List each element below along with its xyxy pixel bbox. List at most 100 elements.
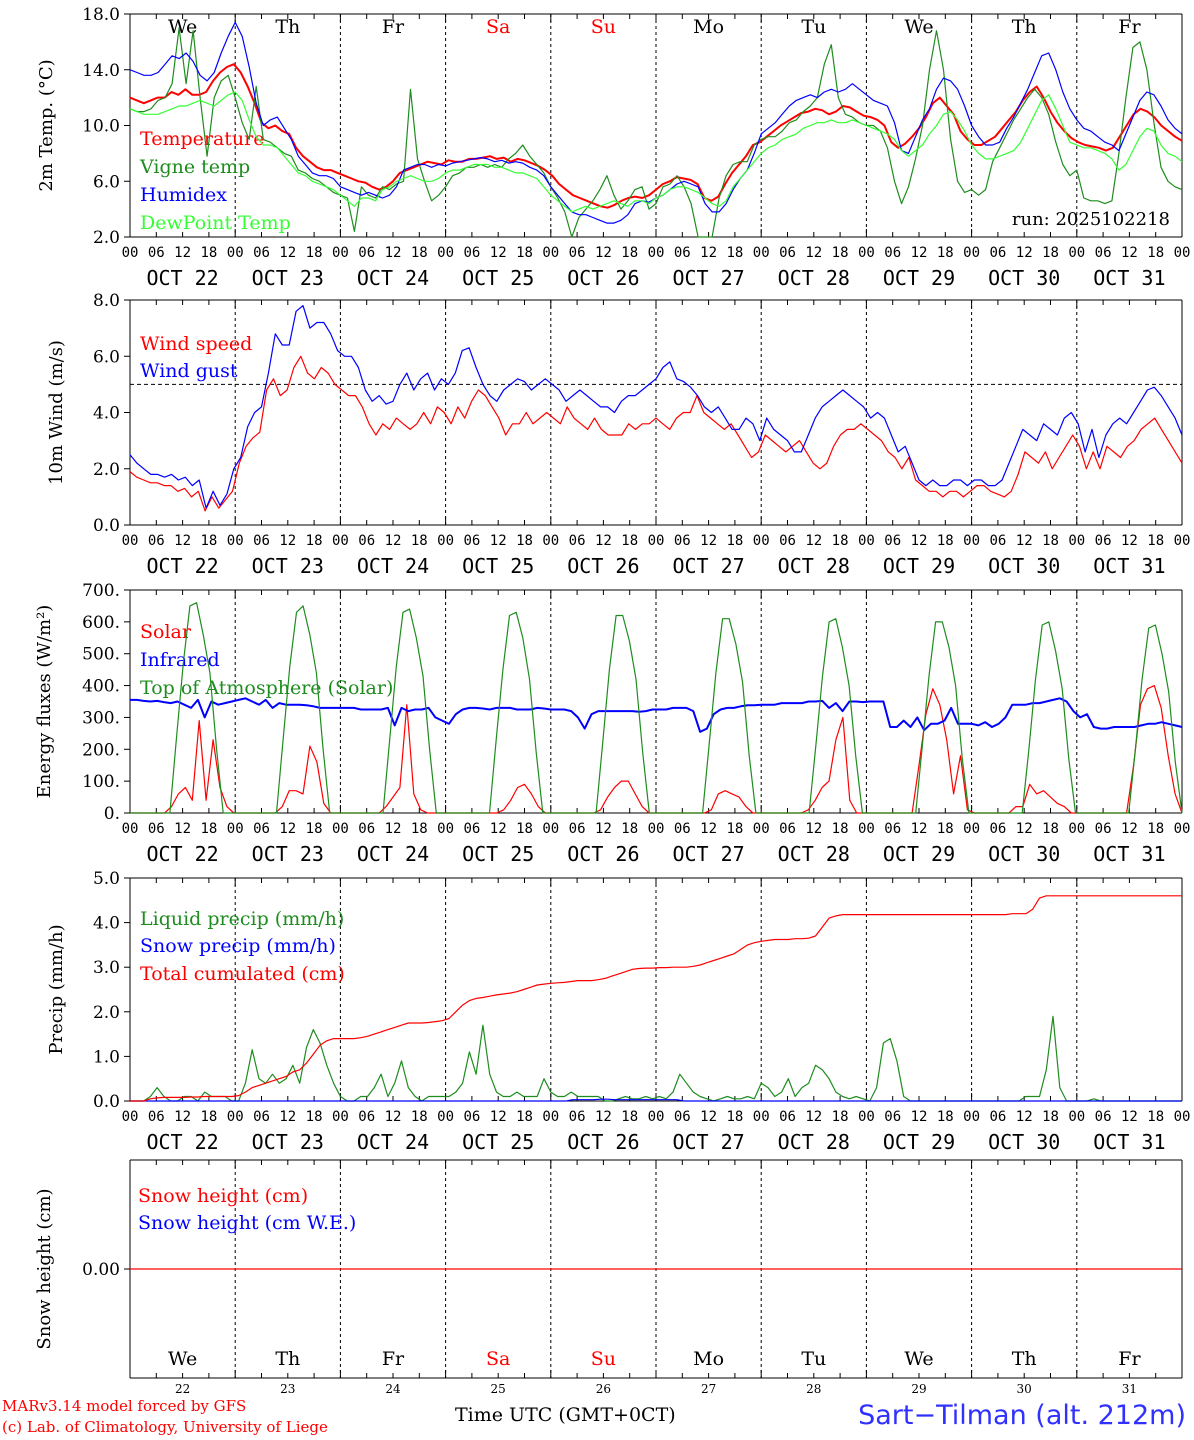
hour-tick-label: 12 bbox=[279, 1109, 296, 1125]
legend-entry: Snow height (cm) bbox=[138, 1185, 308, 1207]
hour-tick-label: 00 bbox=[332, 533, 349, 549]
y-tick-label: 4.0 bbox=[93, 914, 120, 934]
legend-entry: Snow height (cm W.E.) bbox=[138, 1212, 356, 1234]
hour-tick-label: 18 bbox=[306, 533, 323, 549]
hour-tick-label: 06 bbox=[674, 533, 691, 549]
hour-tick-label: 06 bbox=[884, 245, 901, 261]
date-label: OCT 27 bbox=[672, 554, 744, 578]
hour-tick-label: 18 bbox=[621, 533, 638, 549]
hour-tick-label: 06 bbox=[358, 533, 375, 549]
hour-tick-label: 00 bbox=[963, 245, 980, 261]
hour-tick-label: 00 bbox=[858, 821, 875, 837]
hour-tick-label: 18 bbox=[832, 245, 849, 261]
hour-tick-label: 06 bbox=[884, 533, 901, 549]
hour-tick-label: 12 bbox=[174, 821, 191, 837]
date-label: OCT 28 bbox=[778, 842, 850, 866]
hour-tick-label: 00 bbox=[1174, 1109, 1191, 1125]
y-tick-label: 2.0 bbox=[93, 460, 120, 480]
hour-tick-label: 18 bbox=[516, 1109, 533, 1125]
hour-tick-label: 06 bbox=[253, 821, 270, 837]
hour-tick-label: 12 bbox=[174, 245, 191, 261]
hour-tick-label: 00 bbox=[753, 245, 770, 261]
hour-tick-label: 18 bbox=[411, 821, 428, 837]
legend-entry: Solar bbox=[140, 621, 192, 643]
legend-entry: Snow precip (mm/h) bbox=[140, 935, 336, 957]
y-tick-label: 8.0 bbox=[93, 291, 120, 311]
legend-entry: Wind speed bbox=[140, 333, 252, 355]
hour-tick-label: 12 bbox=[595, 821, 612, 837]
weekday-label: Th bbox=[275, 1348, 300, 1370]
weekday-label: Th bbox=[1012, 1348, 1037, 1370]
hour-tick-label: 18 bbox=[516, 533, 533, 549]
series-line-temperature bbox=[129, 63, 1183, 209]
hour-tick-label: 12 bbox=[490, 821, 507, 837]
date-label: OCT 29 bbox=[883, 266, 955, 290]
weekday-label: Fr bbox=[1118, 1348, 1141, 1370]
weekday-label: Su bbox=[591, 16, 616, 38]
hour-tick-label: 06 bbox=[884, 1109, 901, 1125]
date-label: OCT 28 bbox=[778, 1130, 850, 1154]
weekday-label: We bbox=[904, 16, 933, 38]
series-line-dewpoint-temp bbox=[129, 91, 1183, 213]
hour-tick-label: 12 bbox=[1016, 1109, 1033, 1125]
hour-tick-label: 18 bbox=[200, 533, 217, 549]
legend-entry: Liquid precip (mm/h) bbox=[140, 908, 344, 930]
legend-entry: Total cumulated (cm) bbox=[140, 963, 345, 985]
y-tick-label: 400. bbox=[82, 677, 120, 697]
hour-tick-label: 12 bbox=[174, 533, 191, 549]
hour-tick-label: 00 bbox=[542, 821, 559, 837]
hour-tick-label: 00 bbox=[1174, 821, 1191, 837]
y-tick-label: 300. bbox=[82, 708, 120, 728]
y-tick-label: 2.0 bbox=[93, 228, 120, 248]
hour-tick-label: 00 bbox=[542, 245, 559, 261]
y-tick-label: 2.0 bbox=[93, 1003, 120, 1023]
day-number-label: 24 bbox=[385, 1382, 401, 1396]
legend-entry: Vigne temp bbox=[139, 156, 250, 178]
hour-tick-label: 06 bbox=[674, 821, 691, 837]
hour-tick-label: 18 bbox=[937, 821, 954, 837]
legend-entry: Temperature bbox=[140, 128, 264, 150]
hour-tick-label: 00 bbox=[332, 821, 349, 837]
hour-tick-label: 06 bbox=[779, 1109, 796, 1125]
hour-tick-label: 00 bbox=[332, 1109, 349, 1125]
date-label: OCT 27 bbox=[672, 1130, 744, 1154]
hour-tick-label: 00 bbox=[437, 1109, 454, 1125]
weekday-label: Th bbox=[1012, 16, 1037, 38]
hour-tick-label: 06 bbox=[989, 245, 1006, 261]
hour-tick-label: 00 bbox=[542, 533, 559, 549]
hour-tick-label: 18 bbox=[1147, 533, 1164, 549]
hour-tick-label: 00 bbox=[648, 533, 665, 549]
hour-tick-label: 12 bbox=[279, 821, 296, 837]
y-tick-label: 0. bbox=[104, 804, 120, 824]
series-line-top-of-atmosphere-solar- bbox=[130, 602, 1183, 814]
date-label: OCT 31 bbox=[1093, 1130, 1165, 1154]
hour-tick-label: 00 bbox=[122, 245, 139, 261]
hour-tick-label: 12 bbox=[595, 1109, 612, 1125]
hour-tick-label: 00 bbox=[437, 245, 454, 261]
hour-tick-label: 00 bbox=[542, 1109, 559, 1125]
y-tick-label: 0.0 bbox=[93, 516, 120, 536]
day-number-label: 30 bbox=[1017, 1382, 1032, 1396]
hour-tick-label: 00 bbox=[1068, 245, 1085, 261]
hour-tick-label: 18 bbox=[1147, 821, 1164, 837]
series-line-total-cumulated-cm- bbox=[130, 895, 1182, 1102]
weekday-label: Sa bbox=[486, 1348, 510, 1370]
y-tick-label: 4.0 bbox=[93, 404, 120, 424]
hour-tick-label: 18 bbox=[411, 1109, 428, 1125]
hour-tick-label: 06 bbox=[779, 821, 796, 837]
date-label: OCT 25 bbox=[462, 554, 534, 578]
hour-tick-label: 06 bbox=[148, 533, 165, 549]
hour-tick-label: 12 bbox=[1121, 1109, 1138, 1125]
y-tick-label: 0.0 bbox=[93, 1092, 120, 1112]
date-label: OCT 23 bbox=[252, 554, 324, 578]
weekday-label: Fr bbox=[382, 16, 405, 38]
legend-entry: DewPoint Temp bbox=[140, 212, 291, 234]
hour-tick-label: 18 bbox=[1042, 1109, 1059, 1125]
hour-tick-label: 00 bbox=[963, 821, 980, 837]
hour-tick-label: 12 bbox=[1121, 533, 1138, 549]
date-label: OCT 27 bbox=[672, 842, 744, 866]
weekday-label: Th bbox=[275, 16, 300, 38]
date-label: OCT 26 bbox=[567, 266, 639, 290]
hour-tick-label: 06 bbox=[253, 245, 270, 261]
hour-tick-label: 18 bbox=[726, 821, 743, 837]
